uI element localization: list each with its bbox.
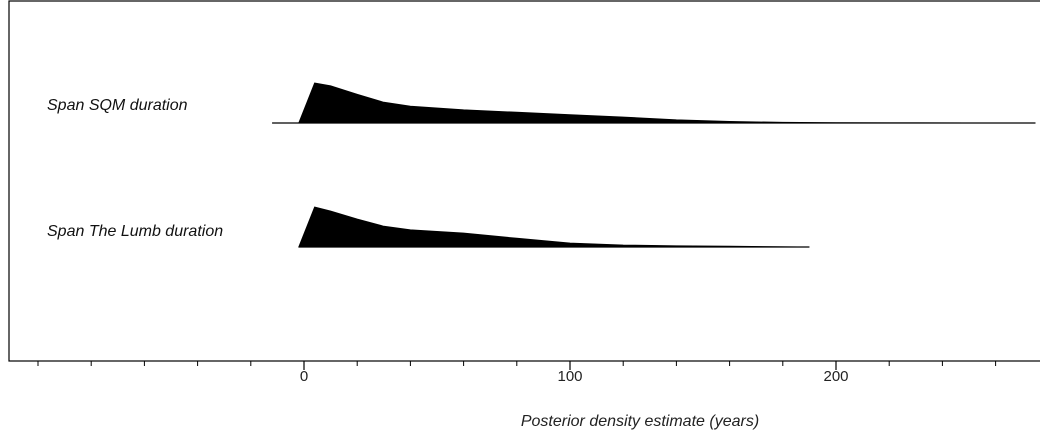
- density-area-sqm: [298, 82, 1036, 124]
- series-label-sqm: Span SQM duration: [47, 97, 188, 114]
- plot-frame: [8, 0, 1040, 362]
- tick-label-100: 100: [557, 368, 582, 385]
- tick-label-0: 0: [300, 368, 308, 385]
- density-series-group: [272, 82, 1036, 248]
- tick-label-200: 200: [823, 368, 848, 385]
- density-area-lumb: [298, 206, 810, 248]
- x-axis-ticks: [37, 361, 997, 370]
- series-label-lumb: Span The Lumb duration: [47, 223, 223, 240]
- x-axis-title: Posterior density estimate (years): [521, 413, 759, 430]
